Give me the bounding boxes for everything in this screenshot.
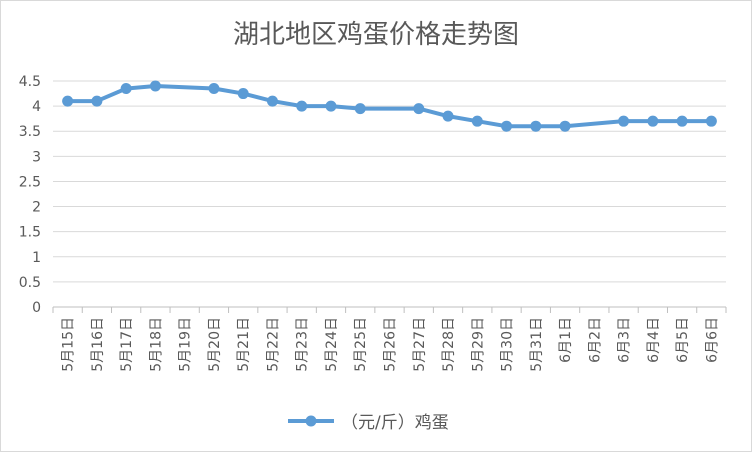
x-tick-label: 5月19日 <box>178 317 194 372</box>
data-point <box>325 100 337 112</box>
chart-title: 湖北地区鸡蛋价格走势图 <box>233 20 519 50</box>
y-tick-label: 0.5 <box>19 275 41 291</box>
x-tick-label: 5月25日 <box>353 317 369 372</box>
data-point <box>62 95 74 107</box>
y-tick-label: 0 <box>32 300 41 316</box>
y-tick-label: 3.5 <box>19 124 41 140</box>
x-tick-label: 5月24日 <box>324 317 340 372</box>
data-point <box>266 95 278 107</box>
legend-label: （元/斤）鸡蛋 <box>341 413 449 433</box>
data-point <box>618 115 630 127</box>
data-point <box>705 115 717 127</box>
x-tick-label: 5月17日 <box>119 317 135 372</box>
data-point <box>413 103 425 115</box>
x-tick-label: 5月22日 <box>265 317 281 372</box>
data-point <box>530 120 542 132</box>
x-tick-label: 5月23日 <box>295 317 311 372</box>
x-tick-label: 5月31日 <box>529 317 545 372</box>
y-tick-label: 3 <box>32 149 41 165</box>
x-tick-label: 5月30日 <box>500 317 516 372</box>
y-tick-label: 2 <box>32 200 41 216</box>
x-tick-label: 6月1日 <box>558 317 574 363</box>
data-point <box>120 83 132 95</box>
y-tick-label: 2.5 <box>19 174 41 190</box>
x-tick-label: 5月15日 <box>61 317 77 372</box>
x-tick-label: 5月21日 <box>236 317 252 372</box>
data-point <box>149 80 161 92</box>
data-point <box>676 115 688 127</box>
data-point <box>237 88 249 100</box>
x-tick-label: 6月5日 <box>675 317 691 363</box>
data-point <box>647 115 659 127</box>
data-point <box>559 120 571 132</box>
y-tick-label: 4 <box>32 99 41 115</box>
data-point <box>471 115 483 127</box>
x-tick-label: 6月3日 <box>617 317 633 363</box>
x-tick-label: 5月27日 <box>412 317 428 372</box>
series-line <box>67 84 712 129</box>
legend-marker <box>305 415 317 427</box>
x-tick-label: 5月18日 <box>148 317 164 372</box>
x-tick-label: 5月29日 <box>470 317 486 372</box>
data-point <box>501 120 513 132</box>
y-tick-label: 4.5 <box>19 74 41 90</box>
data-point <box>296 100 308 112</box>
x-tick-label: 5月28日 <box>441 317 457 372</box>
legend: （元/斤）鸡蛋 <box>288 413 449 433</box>
y-tick-label: 1 <box>32 250 41 266</box>
data-point <box>354 103 366 115</box>
x-tick-label: 6月2日 <box>587 317 603 363</box>
x-tick-label: 6月6日 <box>704 317 720 363</box>
x-tick-label: 5月26日 <box>383 317 399 372</box>
y-tick-label: 1.5 <box>19 225 41 241</box>
data-point <box>91 95 103 107</box>
x-tick-label: 5月20日 <box>207 317 223 372</box>
data-point <box>442 110 454 122</box>
x-tick-label: 5月16日 <box>90 317 106 372</box>
data-point <box>208 83 220 95</box>
x-tick-label: 6月4日 <box>646 317 662 363</box>
